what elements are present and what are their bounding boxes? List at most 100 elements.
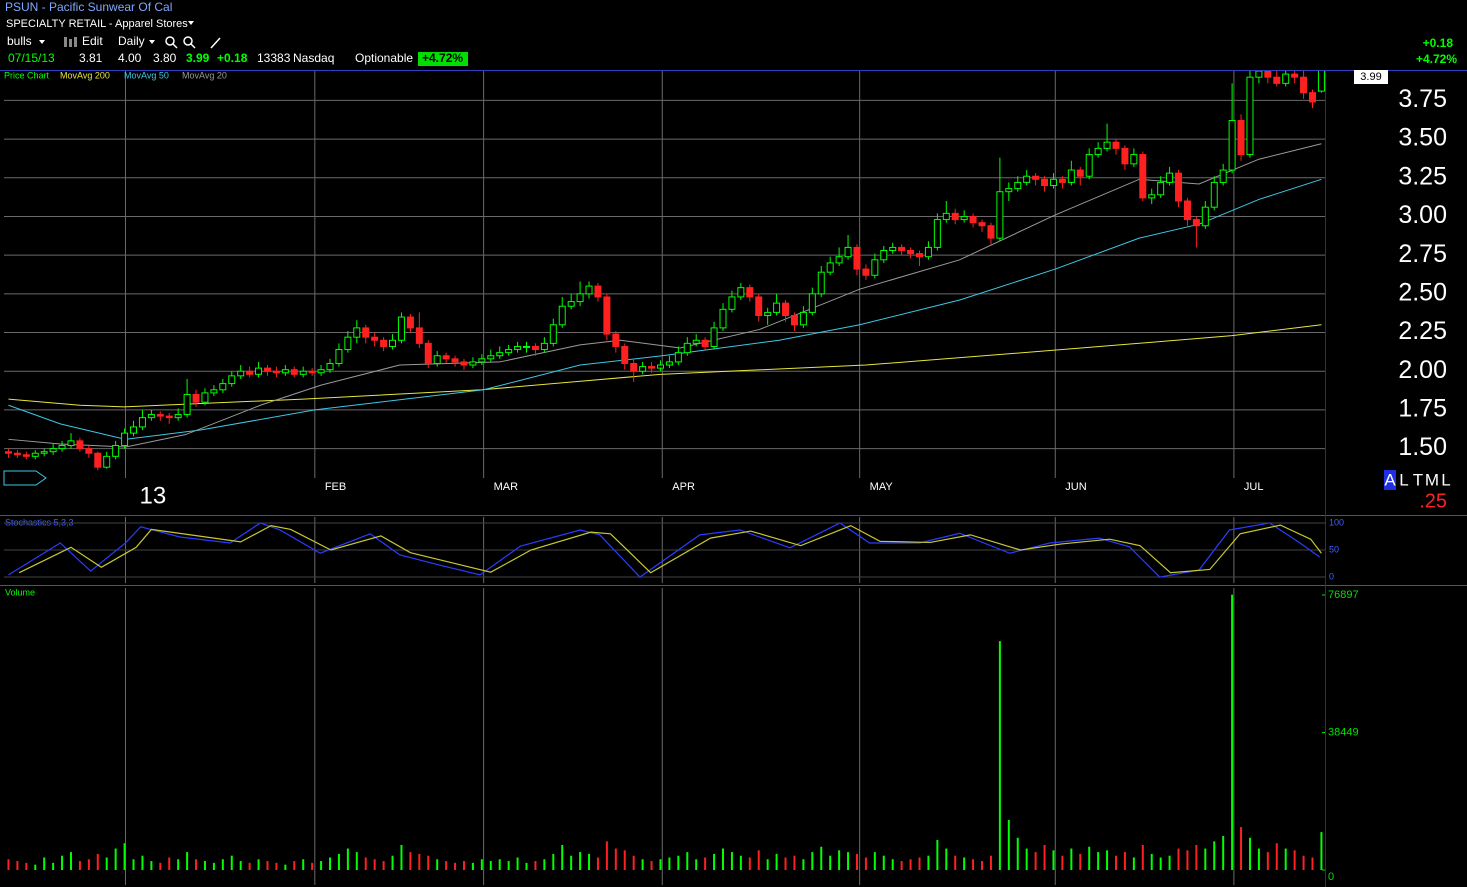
bars-icon	[74, 37, 77, 47]
candle-body	[1130, 154, 1138, 165]
volume-bar	[284, 864, 287, 871]
legend-entry: MovAvg 50	[124, 70, 169, 80]
candle-body	[353, 327, 361, 338]
volume-bar	[418, 853, 421, 871]
quote-high: 4.00	[118, 51, 142, 65]
candle-body	[1228, 120, 1236, 171]
candle-body	[996, 191, 1004, 239]
side-button[interactable]: L	[1441, 470, 1450, 489]
volume-bar	[293, 861, 296, 871]
zoom-icons[interactable]	[165, 36, 221, 49]
dropdown-icon	[188, 21, 194, 25]
candle-body	[523, 345, 531, 348]
candle-body	[326, 362, 334, 371]
volume-bar	[159, 862, 162, 871]
volume-bar	[1213, 841, 1216, 871]
period-select[interactable]: Daily	[118, 34, 145, 48]
volume-bar	[900, 861, 903, 871]
volume-bar	[7, 859, 10, 871]
side-button[interactable]: M	[1425, 470, 1439, 489]
volume-bar	[963, 857, 966, 871]
volume-bar	[177, 859, 180, 871]
volume-bar	[373, 859, 376, 871]
candle-body	[1219, 169, 1227, 183]
candle-body	[380, 339, 388, 347]
volume-bar	[489, 861, 492, 871]
volume-bar	[150, 861, 153, 871]
candle-body	[594, 285, 602, 298]
edit-button[interactable]: Edit	[82, 34, 103, 48]
volume-bar	[221, 859, 224, 871]
candle-body	[389, 339, 397, 347]
volume-bar	[203, 861, 206, 871]
volume-bar	[1025, 848, 1028, 871]
quote-percent: +4.72%	[422, 51, 463, 65]
volume-bar	[69, 852, 72, 871]
candle-body	[1255, 71, 1263, 78]
candle-body	[621, 345, 629, 364]
dropdown-icon	[39, 40, 45, 44]
candle-body	[880, 250, 888, 261]
candle-body	[782, 302, 790, 317]
candle-body	[362, 327, 370, 338]
volume-bar	[775, 853, 778, 871]
volume-bar	[784, 857, 787, 871]
volume-bar	[534, 861, 537, 871]
volume-bar	[650, 861, 653, 871]
candle-body	[603, 296, 611, 335]
candle-body	[960, 215, 968, 221]
volume-bar	[605, 841, 608, 871]
volume-bar	[1168, 855, 1171, 871]
volume-bar	[579, 852, 582, 871]
watchlist[interactable]: bulls	[7, 34, 32, 48]
y-tick-label: 1.50	[1398, 433, 1447, 461]
volume-bar	[1123, 852, 1126, 871]
volume-bar	[141, 855, 144, 871]
candle-body	[147, 414, 155, 419]
volume-bar	[1079, 853, 1082, 871]
candle-body	[1273, 76, 1281, 84]
candle-body	[192, 393, 200, 403]
volume-bar	[1222, 836, 1225, 871]
candle-body	[237, 370, 245, 377]
volume-bar	[105, 857, 108, 871]
volume-bar	[400, 844, 403, 871]
y-tick-label: 1.75	[1398, 395, 1447, 423]
candle-body	[514, 345, 522, 351]
candle-body	[692, 339, 700, 344]
volume-bar	[132, 859, 135, 871]
candle-body	[228, 375, 236, 385]
bars-icon	[64, 37, 67, 47]
scroll-handle[interactable]	[3, 470, 47, 486]
volume-bar	[329, 857, 332, 871]
candle-body	[826, 262, 834, 273]
oscillator-line	[8, 522, 1320, 578]
symbol-title: PSUN - Pacific Sunwear Of Cal	[5, 0, 172, 14]
x-tick-label: FEB	[325, 481, 346, 493]
volume-bar	[543, 859, 546, 871]
volume-bar	[695, 859, 698, 871]
side-button[interactable]: T	[1413, 470, 1423, 489]
candle-body	[576, 293, 584, 303]
volume-bar	[34, 864, 37, 871]
candle-body	[942, 212, 950, 221]
volume-bar	[186, 852, 189, 871]
sector[interactable]: SPECIALTY RETAIL - Apparel Stores	[6, 18, 188, 30]
candle-body	[1005, 188, 1013, 193]
candle-body	[272, 370, 280, 374]
candle-body	[844, 246, 852, 258]
candle-body	[1014, 181, 1022, 190]
candle-body	[639, 366, 647, 372]
volume-bar	[641, 859, 644, 871]
volume-bar	[766, 859, 769, 871]
volume-bar	[882, 855, 885, 871]
candle-body	[987, 225, 995, 239]
candle-body	[1237, 120, 1245, 156]
side-button[interactable]: L	[1399, 470, 1408, 489]
candle-body	[540, 342, 548, 351]
volume-bar	[668, 857, 671, 871]
right-percent: +4.72%	[1416, 52, 1457, 66]
candle-body	[889, 246, 897, 252]
volume-bar	[257, 859, 260, 871]
side-button[interactable]: A	[1384, 470, 1396, 489]
